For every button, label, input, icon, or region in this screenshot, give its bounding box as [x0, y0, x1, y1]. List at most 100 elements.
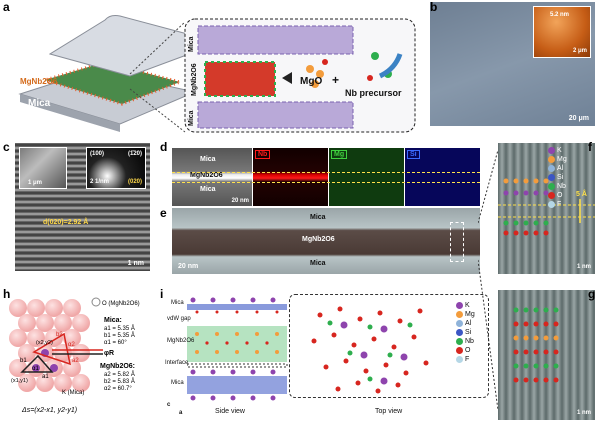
d-spacing-label: d(020)=2.92 Å [43, 219, 89, 226]
panel-label-d: d [160, 140, 168, 154]
panel-label-i: i [160, 287, 164, 301]
top-view-structure [311, 306, 429, 394]
legend-i-k: K [456, 301, 475, 310]
cross-section-tem: Mica MgNb2O6 Mica 20 nm [172, 208, 480, 274]
mica-a1: a1 = 5.35 Å [104, 325, 135, 332]
panel-label-b: b [430, 0, 438, 14]
eds-dash-top [172, 172, 480, 173]
hrstem-interface-g: 1 nm [498, 290, 595, 420]
cs-zoom-box [450, 222, 464, 262]
k-legend: K (Mica) [62, 390, 84, 396]
legend-f-al: Al [548, 164, 567, 173]
alpha1-label: α1 [32, 366, 39, 372]
film-angle: α2 = 60.7° [104, 386, 132, 392]
cs-mica-top: Mica [310, 214, 326, 221]
eds-mg-tag: Mg [331, 150, 348, 159]
panel-a-schematic: Mica MgNb2O6 Mica Mica MgNb2O6 Mica MgO … [18, 15, 416, 133]
legend-i-al: Al [456, 319, 475, 328]
panel-label-c: c [3, 140, 10, 154]
mica-cell [20, 354, 54, 373]
film-cell [32, 332, 71, 366]
p2-label: (x2,y2) [36, 340, 53, 346]
afm-scale-label: 20 μm [568, 115, 589, 122]
haadf-image: 1 μm (100) (1̄20) (020) 2 1/nm d(020)=2.… [15, 143, 150, 271]
delta-label: Δs=(x2-x1, y2-y1) [21, 407, 77, 414]
legend-i-f: F [456, 355, 475, 364]
zoom-mica-top-label: Mica [188, 36, 195, 52]
eds-si-tag: Si [407, 150, 420, 159]
side-view-label: Side view [215, 408, 245, 415]
eds-mica-top: Mica [200, 156, 216, 163]
cs-mica-bottom: Mica [310, 260, 326, 267]
mica-sheet-top [48, 15, 205, 77]
legend-f-o: O [548, 191, 567, 200]
top-view-frame: K Mg Al Si Nb O F [289, 294, 489, 398]
lattice-diagram: O (MgNb2O6) φR (x2,y2) (x1,y1) b2 α2 a2 … [9, 297, 140, 414]
panel-label-a: a [3, 0, 10, 14]
atom-overlay-f [498, 178, 595, 236]
zoom-film [205, 62, 275, 96]
haadf-scale: 1 nm [127, 260, 144, 267]
eds-nb-tag: Nb [255, 150, 271, 159]
legend-f-mg: Mg [548, 155, 567, 164]
b2-label: b2 [56, 332, 63, 338]
axis-a: a [179, 410, 183, 416]
plus-label: + [332, 73, 339, 87]
zoom-mica-top [198, 26, 353, 54]
mgo-label: MgO [300, 76, 322, 87]
panel-label-h: h [3, 287, 11, 301]
b1-label: b1 [20, 358, 27, 364]
side-mica-bottom: Mica [171, 380, 184, 386]
top-view-label: Top view [375, 408, 403, 415]
alpha2-label: α2 [68, 342, 75, 348]
legend-f-f: F [548, 200, 567, 209]
afm-image: 5.2 nm 2 μm 20 μm [430, 2, 595, 126]
film-a2: a2 = 5.82 Å [104, 371, 135, 378]
side-vdw: vdW gap [167, 316, 191, 322]
eds-mg-map: Mg [329, 148, 404, 206]
eds-nb-map: Nb [253, 148, 328, 206]
mica-b1: b1 = 5.35 Å [104, 332, 135, 339]
zoom-connectors [478, 149, 499, 411]
phi-label: φR [104, 350, 114, 357]
legend-i-mg: Mg [456, 310, 475, 319]
afm-inset-scale: 2 μm [572, 48, 587, 54]
panel-label-g: g [588, 287, 596, 301]
panel-label-f: f [588, 140, 592, 154]
a2-label: a2 [72, 358, 79, 364]
eds-scale: 20 nm [231, 198, 249, 204]
zoom-film-label: MgNb2O6 [191, 63, 198, 96]
saed-scale: 2 1/nm [90, 179, 110, 185]
eds-film: MgNb2O6 [190, 172, 223, 179]
mica-angle: α1 = 60° [104, 340, 127, 346]
o-legend: O (MgNb2O6) [102, 301, 140, 307]
panel-label-e: e [160, 206, 167, 220]
zoom-mica-bottom [198, 102, 353, 128]
eds-dash-bottom [172, 182, 480, 183]
zoom-connector-top [129, 21, 186, 75]
cs-scale: 20 nm [178, 263, 199, 270]
legend-f: K Mg Al Si Nb O F [548, 146, 567, 209]
tem-inset-scale: 1 μm [28, 180, 43, 186]
legend-i-nb: Nb [456, 337, 475, 346]
a1-label: a1 [42, 374, 49, 380]
mica-top-label: Mica [27, 49, 51, 63]
hrstem-interface-f: 5 Å 1 nm [498, 143, 595, 274]
legend-f-nb: Nb [548, 182, 567, 191]
hrstem-g-scale: 1 nm [576, 410, 591, 416]
side-film: MgNb2O6 [167, 338, 195, 344]
afm-height-label: 5.2 nm [550, 12, 570, 18]
legend-i: K Mg Al Si Nb O F [456, 301, 475, 364]
mica-sheet-bottom-side [20, 94, 120, 132]
saed-inset: (100) (1̄20) (020) 2 1/nm [86, 147, 146, 189]
eds-haadf: Mica MgNb2O6 Mica 20 nm [172, 148, 252, 206]
interlayer-spacing: 5 Å [576, 191, 587, 198]
saed-100: (100) [90, 151, 105, 157]
film-title: MgNb2O6: [100, 363, 135, 370]
legend-i-o: O [456, 346, 475, 355]
eds-si-map: Si [405, 148, 480, 206]
side-mica-top: Mica [171, 300, 184, 306]
hrstem-f-scale: 1 nm [576, 264, 591, 270]
p1-label: (x1,y1) [11, 378, 28, 384]
atom-overlay-g [513, 307, 559, 383]
